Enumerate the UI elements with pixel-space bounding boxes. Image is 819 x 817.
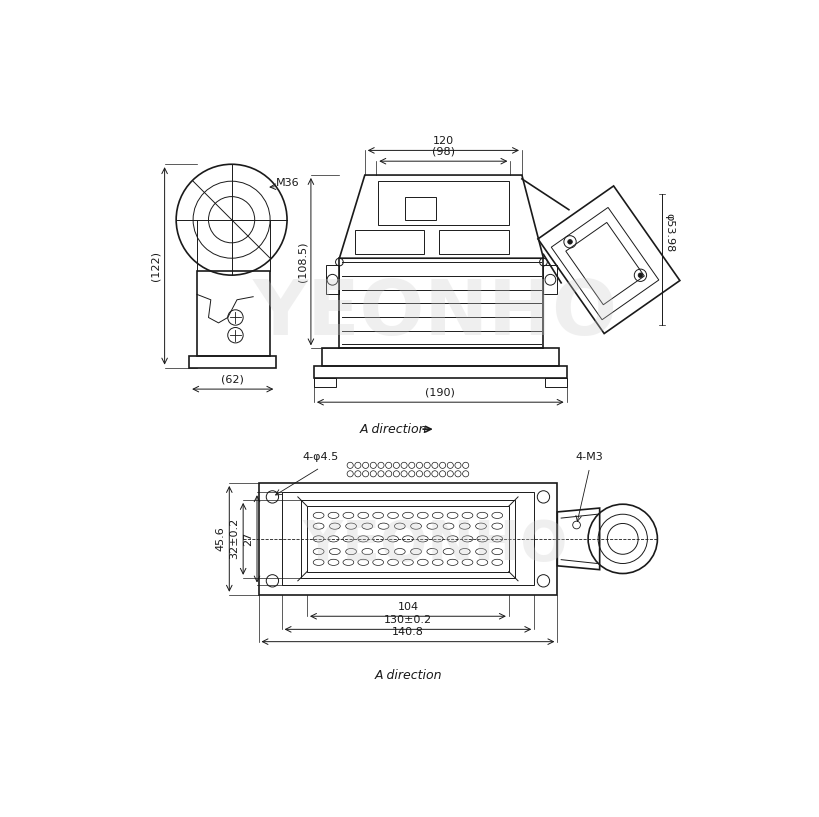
Text: 4-φ4.5: 4-φ4.5 [301,453,338,462]
Text: (62): (62) [221,374,244,385]
Text: (190): (190) [425,387,455,398]
Text: 32±0.2: 32±0.2 [229,518,239,560]
Text: 27: 27 [243,532,253,546]
Text: 104: 104 [397,601,418,612]
Text: YEONHO: YEONHO [302,518,568,572]
Circle shape [637,273,642,278]
Circle shape [567,239,572,244]
Text: M36: M36 [275,178,299,188]
Text: (108.5): (108.5) [296,241,306,282]
Text: A direction: A direction [359,422,427,435]
Text: A direction: A direction [374,669,442,682]
Text: 140.8: 140.8 [391,627,423,637]
Text: YEONHO: YEONHO [253,277,618,350]
Text: φ53.98: φ53.98 [663,213,673,252]
Text: (98): (98) [432,146,455,157]
Text: 4-M3: 4-M3 [575,453,603,462]
Text: 130±0.2: 130±0.2 [383,614,432,625]
Text: (122): (122) [151,251,161,281]
Text: 45.6: 45.6 [215,526,225,551]
Text: 120: 120 [432,136,454,145]
